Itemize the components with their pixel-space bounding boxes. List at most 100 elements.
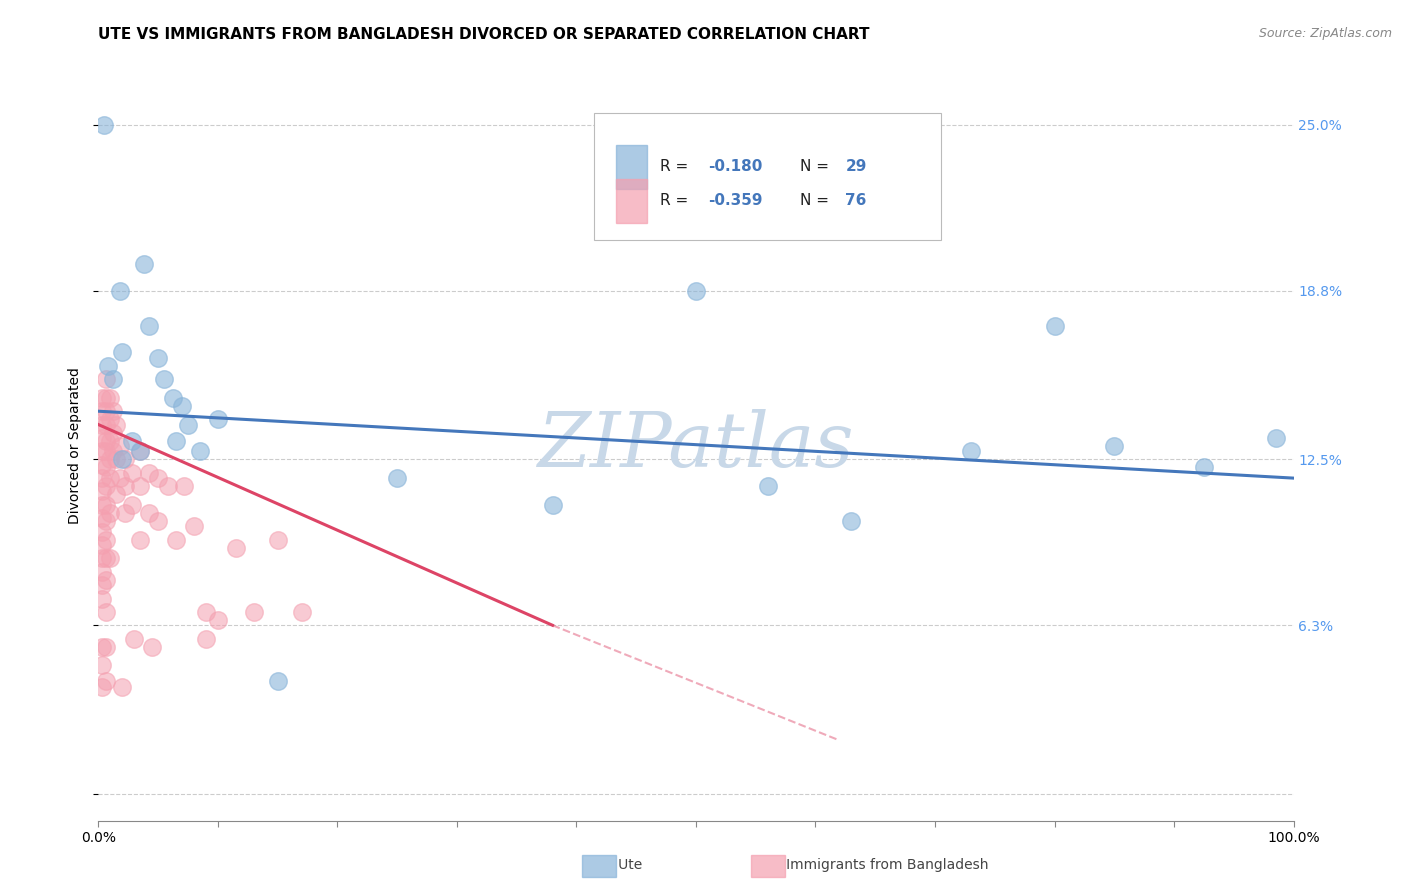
Point	[121, 498, 143, 512]
Point	[94, 640, 117, 654]
Point	[98, 412, 122, 426]
Point	[291, 605, 314, 619]
Point	[105, 417, 128, 432]
Point	[98, 452, 122, 467]
Point	[124, 632, 146, 646]
Point	[1264, 431, 1286, 445]
Point	[91, 431, 114, 445]
Point	[156, 479, 179, 493]
Point	[91, 498, 114, 512]
Point	[138, 466, 160, 480]
Point	[207, 613, 229, 627]
Point	[94, 372, 117, 386]
Point	[94, 674, 117, 689]
Point	[165, 533, 187, 547]
Point	[183, 519, 205, 533]
Point	[101, 372, 124, 386]
Point	[91, 524, 114, 539]
Point	[129, 479, 152, 493]
Point	[138, 506, 160, 520]
Point	[105, 487, 128, 501]
Point	[94, 479, 117, 493]
Point	[114, 452, 136, 467]
Point	[129, 533, 152, 547]
Point	[148, 514, 170, 528]
Point	[121, 434, 143, 448]
Y-axis label: Divorced or Separated: Divorced or Separated	[69, 368, 83, 524]
Text: UTE VS IMMIGRANTS FROM BANGLADESH DIVORCED OR SEPARATED CORRELATION CHART: UTE VS IMMIGRANTS FROM BANGLADESH DIVORC…	[98, 27, 870, 42]
Point	[91, 591, 114, 606]
Point	[172, 399, 194, 413]
Point	[173, 479, 195, 493]
Text: -0.180: -0.180	[709, 160, 762, 175]
Point	[91, 471, 114, 485]
Point	[129, 444, 152, 458]
Text: ZIPatlas: ZIPatlas	[537, 409, 855, 483]
Point	[91, 658, 114, 673]
Text: 29: 29	[845, 160, 866, 175]
Text: R =: R =	[661, 160, 689, 175]
Point	[94, 514, 117, 528]
Point	[101, 444, 124, 458]
Point	[94, 404, 117, 418]
FancyBboxPatch shape	[616, 178, 647, 223]
Point	[91, 484, 114, 499]
Point	[91, 458, 114, 472]
Point	[94, 444, 117, 458]
Text: Ute: Ute	[605, 858, 641, 872]
Text: 76: 76	[845, 193, 866, 208]
Text: N =: N =	[800, 160, 830, 175]
Point	[188, 444, 211, 458]
Point	[1192, 460, 1215, 475]
Point	[148, 471, 170, 485]
Point	[165, 434, 187, 448]
Point	[225, 541, 247, 555]
Point	[91, 404, 114, 418]
Point	[93, 118, 115, 132]
Point	[121, 466, 143, 480]
Point	[243, 605, 266, 619]
FancyBboxPatch shape	[616, 145, 647, 189]
Point	[267, 674, 290, 689]
Point	[108, 439, 131, 453]
Text: R =: R =	[661, 193, 689, 208]
Point	[91, 444, 114, 458]
Point	[195, 632, 218, 646]
Point	[129, 444, 152, 458]
Point	[98, 551, 122, 566]
Point	[132, 257, 155, 271]
Point	[98, 391, 122, 405]
Point	[138, 318, 160, 333]
Point	[94, 551, 117, 566]
Point	[207, 412, 229, 426]
Point	[267, 533, 290, 547]
Point	[91, 417, 114, 432]
Point	[385, 471, 409, 485]
Point	[91, 538, 114, 552]
Text: Immigrants from Bangladesh: Immigrants from Bangladesh	[773, 858, 988, 872]
Point	[94, 573, 117, 587]
Text: -0.359: -0.359	[709, 193, 762, 208]
Point	[114, 479, 136, 493]
Point	[756, 479, 779, 493]
Point	[108, 471, 131, 485]
Point	[841, 514, 863, 528]
Point	[94, 391, 117, 405]
Point	[98, 434, 122, 448]
Point	[111, 452, 134, 467]
Point	[1043, 318, 1066, 333]
Point	[94, 533, 117, 547]
FancyBboxPatch shape	[595, 112, 941, 240]
Point	[541, 498, 564, 512]
Point	[98, 471, 122, 485]
Point	[108, 284, 131, 298]
Point	[1104, 439, 1126, 453]
Point	[91, 551, 114, 566]
Point	[94, 460, 117, 475]
Point	[162, 391, 184, 405]
Point	[685, 284, 707, 298]
Point	[94, 417, 117, 432]
Point	[105, 452, 128, 467]
Point	[960, 444, 983, 458]
Point	[91, 511, 114, 525]
